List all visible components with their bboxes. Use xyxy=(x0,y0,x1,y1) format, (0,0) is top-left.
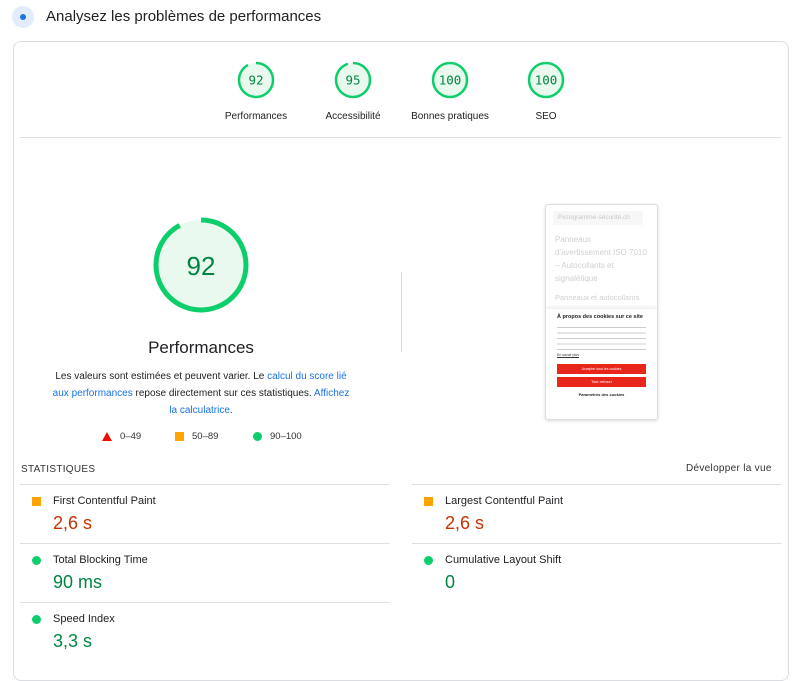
thumb-settings: Paramètres des cookies xyxy=(578,392,625,397)
metric-value: 2,6 s xyxy=(445,513,485,533)
legend-average: 50–89 xyxy=(175,431,218,442)
legend-pass: 90–100 xyxy=(253,431,302,442)
circle-icon xyxy=(32,615,41,624)
thumb-site: Pictogramme-sécurité.ch xyxy=(553,211,643,225)
thumb-accept: Accepter tous les cookies xyxy=(557,364,646,374)
metric-name: Total Blocking Time xyxy=(53,554,148,566)
metric-name: Speed Index xyxy=(53,613,115,625)
desc-text: Les valeurs sont estimées et peuvent var… xyxy=(55,371,268,382)
metric-largest-contentful-paint: Largest Contentful Paint 2,6 s xyxy=(412,484,782,543)
gauge-score: 100 xyxy=(535,73,558,88)
legend-label: 90–100 xyxy=(270,431,302,442)
triangle-icon xyxy=(102,432,112,441)
square-icon xyxy=(424,497,433,506)
calculator-link[interactable]: Affichez la calculatrice xyxy=(169,388,350,416)
square-icon xyxy=(32,497,41,506)
desc-text: repose directement sur ces statistiques. xyxy=(132,388,314,399)
expand-view-button[interactable]: Développer la vue xyxy=(686,463,772,474)
thumb-heading: Panneaux d'avertissement ISO 7010 – Auto… xyxy=(555,235,647,283)
thumb-sub: Panneaux et autocollants xyxy=(555,293,640,302)
metric-value: 90 ms xyxy=(53,572,103,592)
gauge-score: 95 xyxy=(345,73,360,88)
metric-speed-index: Speed Index 3,3 s xyxy=(20,602,390,661)
section-title: Analysez les problèmes de performances xyxy=(46,8,322,25)
metric-total-blocking-time: Total Blocking Time 90 ms xyxy=(20,543,390,602)
gauge-label: SEO xyxy=(535,111,557,122)
divider xyxy=(20,137,781,138)
legend-fail: 0–49 xyxy=(102,431,141,442)
circle-icon xyxy=(424,556,433,565)
thumb-learn-more: En savoir plus xyxy=(557,353,579,357)
thumb-refuse: Tout refuser xyxy=(557,377,646,387)
desc-text: . xyxy=(229,405,233,416)
metric-name: First Contentful Paint xyxy=(53,495,156,507)
performance-gauge: 92 xyxy=(101,215,301,315)
metric-first-contentful-paint: First Contentful Paint 2,6 s xyxy=(20,484,390,543)
circle-icon xyxy=(32,556,41,565)
performance-title: Performances xyxy=(148,338,254,357)
metric-value: 3,3 s xyxy=(53,631,93,651)
metric-value: 2,6 s xyxy=(53,513,93,533)
gauge-performances[interactable]: 92 Performances xyxy=(206,60,306,122)
gauge-accessibilité[interactable]: 95 Accessibilité xyxy=(303,60,403,122)
score-gauge: 92 xyxy=(237,61,275,99)
score-calc-link[interactable]: calcul du score lié aux performances xyxy=(52,371,347,399)
metric-name: Largest Contentful Paint xyxy=(445,495,564,507)
statistics-heading: STATISTIQUES xyxy=(21,464,96,475)
score-gauge: 100 xyxy=(527,61,565,99)
legend-label: 50–89 xyxy=(192,431,219,442)
gauge-seo[interactable]: 100 SEO xyxy=(496,60,596,122)
page-screenshot-thumbnail: Pictogramme-sécurité.ch Panneaux d'avert… xyxy=(545,204,658,420)
gauge-bonnes-pratiques[interactable]: 100 Bonnes pratiques xyxy=(400,60,500,122)
score-gauge: 95 xyxy=(334,61,372,99)
metric-cumulative-layout-shift: Cumulative Layout Shift 0 xyxy=(412,543,782,602)
performance-score: 92 xyxy=(187,251,216,281)
metric-value: 0 xyxy=(445,572,456,592)
metric-name: Cumulative Layout Shift xyxy=(445,554,562,566)
gauge-label: Performances xyxy=(224,111,288,122)
score-gauge: 100 xyxy=(431,61,469,99)
legend-label: 0–49 xyxy=(120,431,142,442)
gauge-score: 100 xyxy=(439,73,462,88)
square-icon xyxy=(175,432,184,441)
divider xyxy=(401,272,402,352)
score-description: Les valeurs sont estimées et peuvent var… xyxy=(48,368,354,419)
gauge-label: Bonnes pratiques xyxy=(411,111,489,122)
thumb-cookie-title: À propos des cookies sur ce site xyxy=(557,314,643,320)
circle-icon xyxy=(253,432,262,441)
lighthouse-icon xyxy=(12,6,34,28)
gauge-label: Accessibilité xyxy=(325,111,381,122)
gauge-score: 92 xyxy=(248,73,263,88)
